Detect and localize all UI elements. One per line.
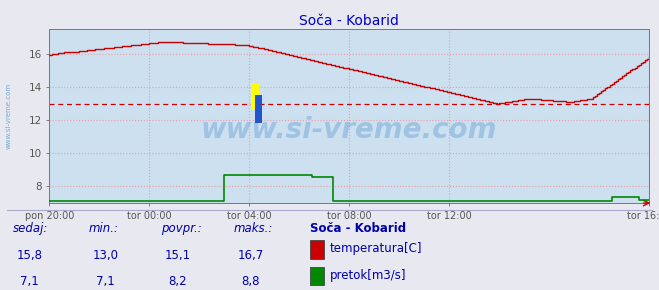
Text: 8,2: 8,2 <box>169 275 187 288</box>
Text: Soča - Kobarid: Soča - Kobarid <box>310 222 406 235</box>
Text: 7,1: 7,1 <box>96 275 115 288</box>
Text: maks.:: maks.: <box>234 222 273 235</box>
Title: Soča - Kobarid: Soča - Kobarid <box>299 14 399 28</box>
Text: 8,8: 8,8 <box>241 275 260 288</box>
Text: pretok[m3/s]: pretok[m3/s] <box>330 269 406 282</box>
Text: povpr.:: povpr.: <box>161 222 202 235</box>
Text: 13,0: 13,0 <box>92 249 119 262</box>
Text: temperatura[C]: temperatura[C] <box>330 242 422 255</box>
Text: 16,7: 16,7 <box>237 249 264 262</box>
Bar <box>251 84 259 110</box>
Text: 15,1: 15,1 <box>165 249 191 262</box>
Text: www.si-vreme.com: www.si-vreme.com <box>5 83 11 149</box>
Text: sedaj:: sedaj: <box>13 222 49 235</box>
Bar <box>310 240 324 259</box>
Text: 7,1: 7,1 <box>20 275 39 288</box>
Text: min.:: min.: <box>89 222 119 235</box>
Text: www.si-vreme.com: www.si-vreme.com <box>201 116 498 144</box>
Bar <box>255 95 262 124</box>
Bar <box>310 267 324 285</box>
Text: 15,8: 15,8 <box>16 249 43 262</box>
